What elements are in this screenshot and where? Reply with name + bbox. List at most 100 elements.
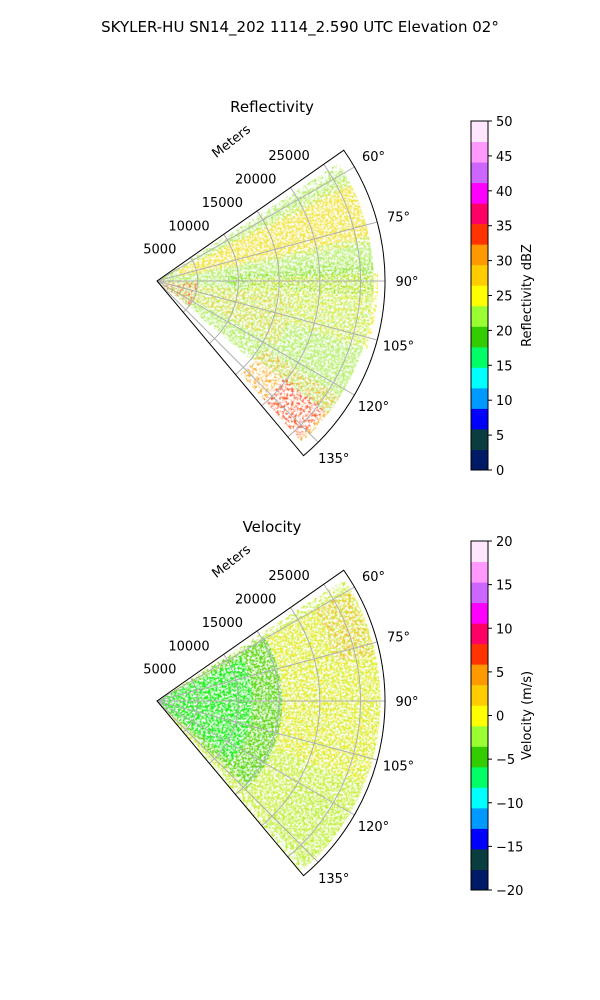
velocity-colorbar-segment xyxy=(471,602,488,624)
velocity-colorbar-segment xyxy=(471,664,488,686)
velocity-colorbar-segment xyxy=(471,541,488,563)
velocity-range-ring xyxy=(182,677,199,733)
reflectivity-colorbar-segment xyxy=(471,367,488,389)
velocity-range-ring xyxy=(261,607,321,827)
reflectivity-azimuth-tick-label: 120° xyxy=(358,400,389,415)
reflectivity-panel: Reflectivity 60° 75° 90° 105° 120° 135° 5000 10… xyxy=(143,98,535,479)
reflectivity-azimuth-line xyxy=(156,280,355,396)
reflectivity-range-tick-label: 15000 xyxy=(202,196,243,211)
reflectivity-colorbar-tick-label: 0 xyxy=(496,464,504,479)
velocity-range-ring xyxy=(287,583,362,858)
reflectivity-echo-detail xyxy=(177,186,369,277)
reflectivity-colorbar-tick-label: 35 xyxy=(496,220,513,235)
reflectivity-range-ring xyxy=(261,187,321,407)
velocity-azimuth-tick-label: 75° xyxy=(387,630,410,645)
velocity-sector: 60° 75° 90° 105° 120° 135° 5000 10000 15000 20000… xyxy=(143,542,418,887)
velocity-colorbar-segment xyxy=(471,623,488,645)
reflectivity-colorbar-segment xyxy=(471,223,488,245)
reflectivity-azimuth-tick-label: 135° xyxy=(318,452,349,467)
reflectivity-azimuth-tick-label: 75° xyxy=(387,210,410,225)
reflectivity-colorbar-segment xyxy=(471,305,488,327)
velocity-colorbar-segment xyxy=(471,807,488,829)
velocity-azimuth-tick-label: 105° xyxy=(383,760,414,775)
velocity-range-ring xyxy=(209,654,239,764)
velocity-colorbar-tick-label: −5 xyxy=(496,753,515,768)
velocity-colorbar-segment xyxy=(471,766,488,788)
reflectivity-colorbar-tick-label: 50 xyxy=(496,115,513,130)
reflectivity-azimuth-line xyxy=(156,166,355,282)
reflectivity-azimuth-tick-label: 105° xyxy=(383,340,414,355)
velocity-range-tick-label: 25000 xyxy=(268,569,309,584)
reflectivity-colorbar-label: Reflectivity dBZ xyxy=(520,244,535,347)
reflectivity-range-ring xyxy=(235,210,280,375)
velocity-range-ring xyxy=(235,630,280,795)
velocity-colorbar-tick-label: 0 xyxy=(496,710,504,725)
reflectivity-colorbar-segment xyxy=(471,203,488,225)
reflectivity-colorbar-tick-label: 5 xyxy=(496,429,504,444)
velocity-colorbar-segment xyxy=(471,869,488,891)
velocity-azimuth-line xyxy=(156,700,355,816)
velocity-azimuth-tick-label: 120° xyxy=(358,820,389,835)
reflectivity-colorbar-tick-label: 30 xyxy=(496,255,513,270)
velocity-colorbar-tick-label: −15 xyxy=(496,840,523,855)
velocity-colorbar-segment xyxy=(471,643,488,665)
reflectivity-colorbar-tick-label: 25 xyxy=(496,290,513,305)
reflectivity-sector: 60° 75° 90° 105° 120° 135° 5000 10000 15000 20000… xyxy=(143,122,418,467)
reflectivity-range-tick-label: 25000 xyxy=(268,149,309,164)
reflectivity-colorbar-segment xyxy=(471,428,488,450)
velocity-azimuth-tick-label: 90° xyxy=(395,695,418,710)
velocity-colorbar-tick-label: 15 xyxy=(496,579,513,594)
reflectivity-colorbar-tick-label: 20 xyxy=(496,324,513,339)
figure-suptitle: SKYLER-HU SN14_202 1114_2.590 UTC Elevat… xyxy=(101,18,499,37)
velocity-colorbar: −20 −15 −10 −5 0 5 10 15 20 Velocity (m/s) xyxy=(470,535,535,899)
reflectivity-colorbar-segment xyxy=(471,121,488,143)
reflectivity-colorbar-segment xyxy=(471,449,488,471)
velocity-echo-detail xyxy=(157,659,253,760)
velocity-colorbar-segment xyxy=(471,684,488,706)
reflectivity-range-tick-label: 20000 xyxy=(235,173,276,188)
reflectivity-range-tick-label: 10000 xyxy=(168,219,209,234)
reflectivity-title: Reflectivity xyxy=(230,98,314,116)
velocity-azimuth-tick-label: 60° xyxy=(362,570,385,585)
velocity-colorbar-segment xyxy=(471,828,488,850)
reflectivity-colorbar-segment xyxy=(471,162,488,184)
velocity-range-tick-label: 20000 xyxy=(235,593,276,608)
velocity-colorbar-tick-label: −20 xyxy=(496,884,523,899)
velocity-azimuth-line xyxy=(156,700,378,761)
velocity-azimuth-line xyxy=(156,586,355,702)
reflectivity-colorbar-segment xyxy=(471,346,488,368)
reflectivity-colorbar-segment xyxy=(471,408,488,430)
velocity-colorbar-tick-label: −10 xyxy=(496,797,523,812)
reflectivity-colorbar-segment xyxy=(471,264,488,286)
velocity-colorbar-segment xyxy=(471,725,488,747)
velocity-colorbar-tick-label: 10 xyxy=(496,622,513,637)
velocity-range-tick-label: 10000 xyxy=(168,639,209,654)
reflectivity-range-ring xyxy=(182,257,199,313)
reflectivity-colorbar-segment xyxy=(471,244,488,266)
reflectivity-range-ring xyxy=(209,234,239,344)
reflectivity-colorbar-tick-label: 40 xyxy=(496,185,513,200)
reflectivity-range-ring xyxy=(287,163,362,438)
reflectivity-range-tick-label: 5000 xyxy=(143,243,176,258)
reflectivity-colorbar-tick-label: 10 xyxy=(496,394,513,409)
reflectivity-echo-region xyxy=(263,377,327,439)
velocity-colorbar-segment xyxy=(471,561,488,583)
reflectivity-azimuth-tick-label: 90° xyxy=(395,275,418,290)
reflectivity-azimuth-tick-label: 60° xyxy=(362,150,385,165)
reflectivity-range-axis-label: Meters xyxy=(210,122,254,161)
velocity-azimuth-tick-label: 135° xyxy=(318,872,349,887)
velocity-azimuth-line xyxy=(156,641,378,702)
reflectivity-colorbar-segment xyxy=(471,141,488,163)
reflectivity-azimuth-line xyxy=(156,280,378,341)
velocity-colorbar-segment xyxy=(471,582,488,604)
velocity-colorbar-tick-label: 5 xyxy=(496,666,504,681)
velocity-colorbar-segment xyxy=(471,787,488,809)
reflectivity-colorbar-tick-label: 45 xyxy=(496,150,513,165)
velocity-range-tick-label: 5000 xyxy=(143,663,176,678)
velocity-colorbar-label: Velocity (m/s) xyxy=(520,671,535,760)
reflectivity-azimuth-line xyxy=(156,221,378,282)
reflectivity-azimuth-line xyxy=(156,280,319,443)
velocity-panel: Velocity 60° 75° 90° 105° 120° 135° 5000 10000 1… xyxy=(143,518,535,899)
reflectivity-colorbar-segment xyxy=(471,326,488,348)
